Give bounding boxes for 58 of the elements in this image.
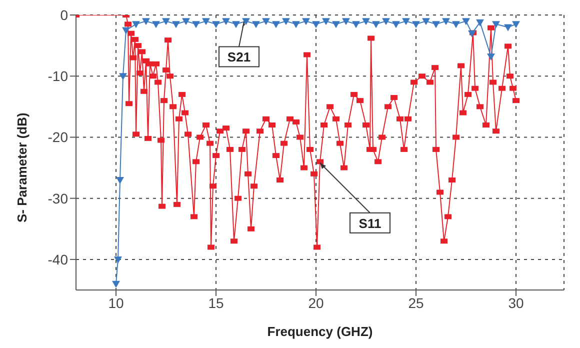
point xyxy=(352,21,360,28)
x-tick-label: 25 xyxy=(408,294,424,311)
point xyxy=(382,18,390,26)
point xyxy=(332,21,340,28)
point xyxy=(162,18,170,26)
point xyxy=(492,21,500,28)
point xyxy=(422,18,430,26)
point xyxy=(342,18,350,26)
point xyxy=(442,18,450,26)
x-tick-label: 30 xyxy=(508,294,524,311)
point xyxy=(487,54,495,61)
y-tick-label: -40 xyxy=(48,251,68,268)
point xyxy=(222,18,230,26)
x-tick-label: 20 xyxy=(308,294,324,311)
point xyxy=(232,21,240,28)
point xyxy=(312,21,320,28)
point xyxy=(192,21,200,28)
point xyxy=(476,19,484,26)
point xyxy=(432,21,440,28)
point xyxy=(182,18,190,26)
point xyxy=(122,27,130,34)
point xyxy=(242,18,250,26)
point xyxy=(512,21,520,28)
point xyxy=(392,21,400,28)
point xyxy=(462,18,470,26)
point xyxy=(142,18,150,26)
y-tick-label: -20 xyxy=(48,129,68,146)
y-tick-label: -10 xyxy=(48,68,68,84)
y-tick-label: 0 xyxy=(60,6,68,23)
x-axis-title: Frequency (GHZ) xyxy=(267,324,373,339)
x-tick-label: 15 xyxy=(208,294,224,311)
annotation: S21 xyxy=(227,50,251,65)
point xyxy=(452,21,460,28)
point xyxy=(172,21,180,28)
point xyxy=(132,21,140,28)
point xyxy=(282,18,290,26)
point xyxy=(292,21,300,28)
point xyxy=(262,18,270,26)
point xyxy=(402,18,410,26)
point xyxy=(114,256,122,264)
point xyxy=(504,24,512,32)
point xyxy=(212,21,220,28)
point xyxy=(362,18,370,26)
annotation: S11 xyxy=(358,216,382,231)
point xyxy=(412,21,420,28)
point xyxy=(116,177,124,184)
point xyxy=(322,18,330,26)
point xyxy=(152,21,160,28)
point xyxy=(112,280,120,288)
point xyxy=(202,18,210,26)
point xyxy=(119,73,127,80)
point xyxy=(252,21,260,28)
point xyxy=(302,18,310,26)
y-tick-label: -30 xyxy=(48,190,68,206)
y-axis-title: S- Parameter (dB) xyxy=(14,112,30,222)
x-tick-label: 10 xyxy=(108,294,124,311)
point xyxy=(272,21,280,28)
point xyxy=(372,21,380,28)
